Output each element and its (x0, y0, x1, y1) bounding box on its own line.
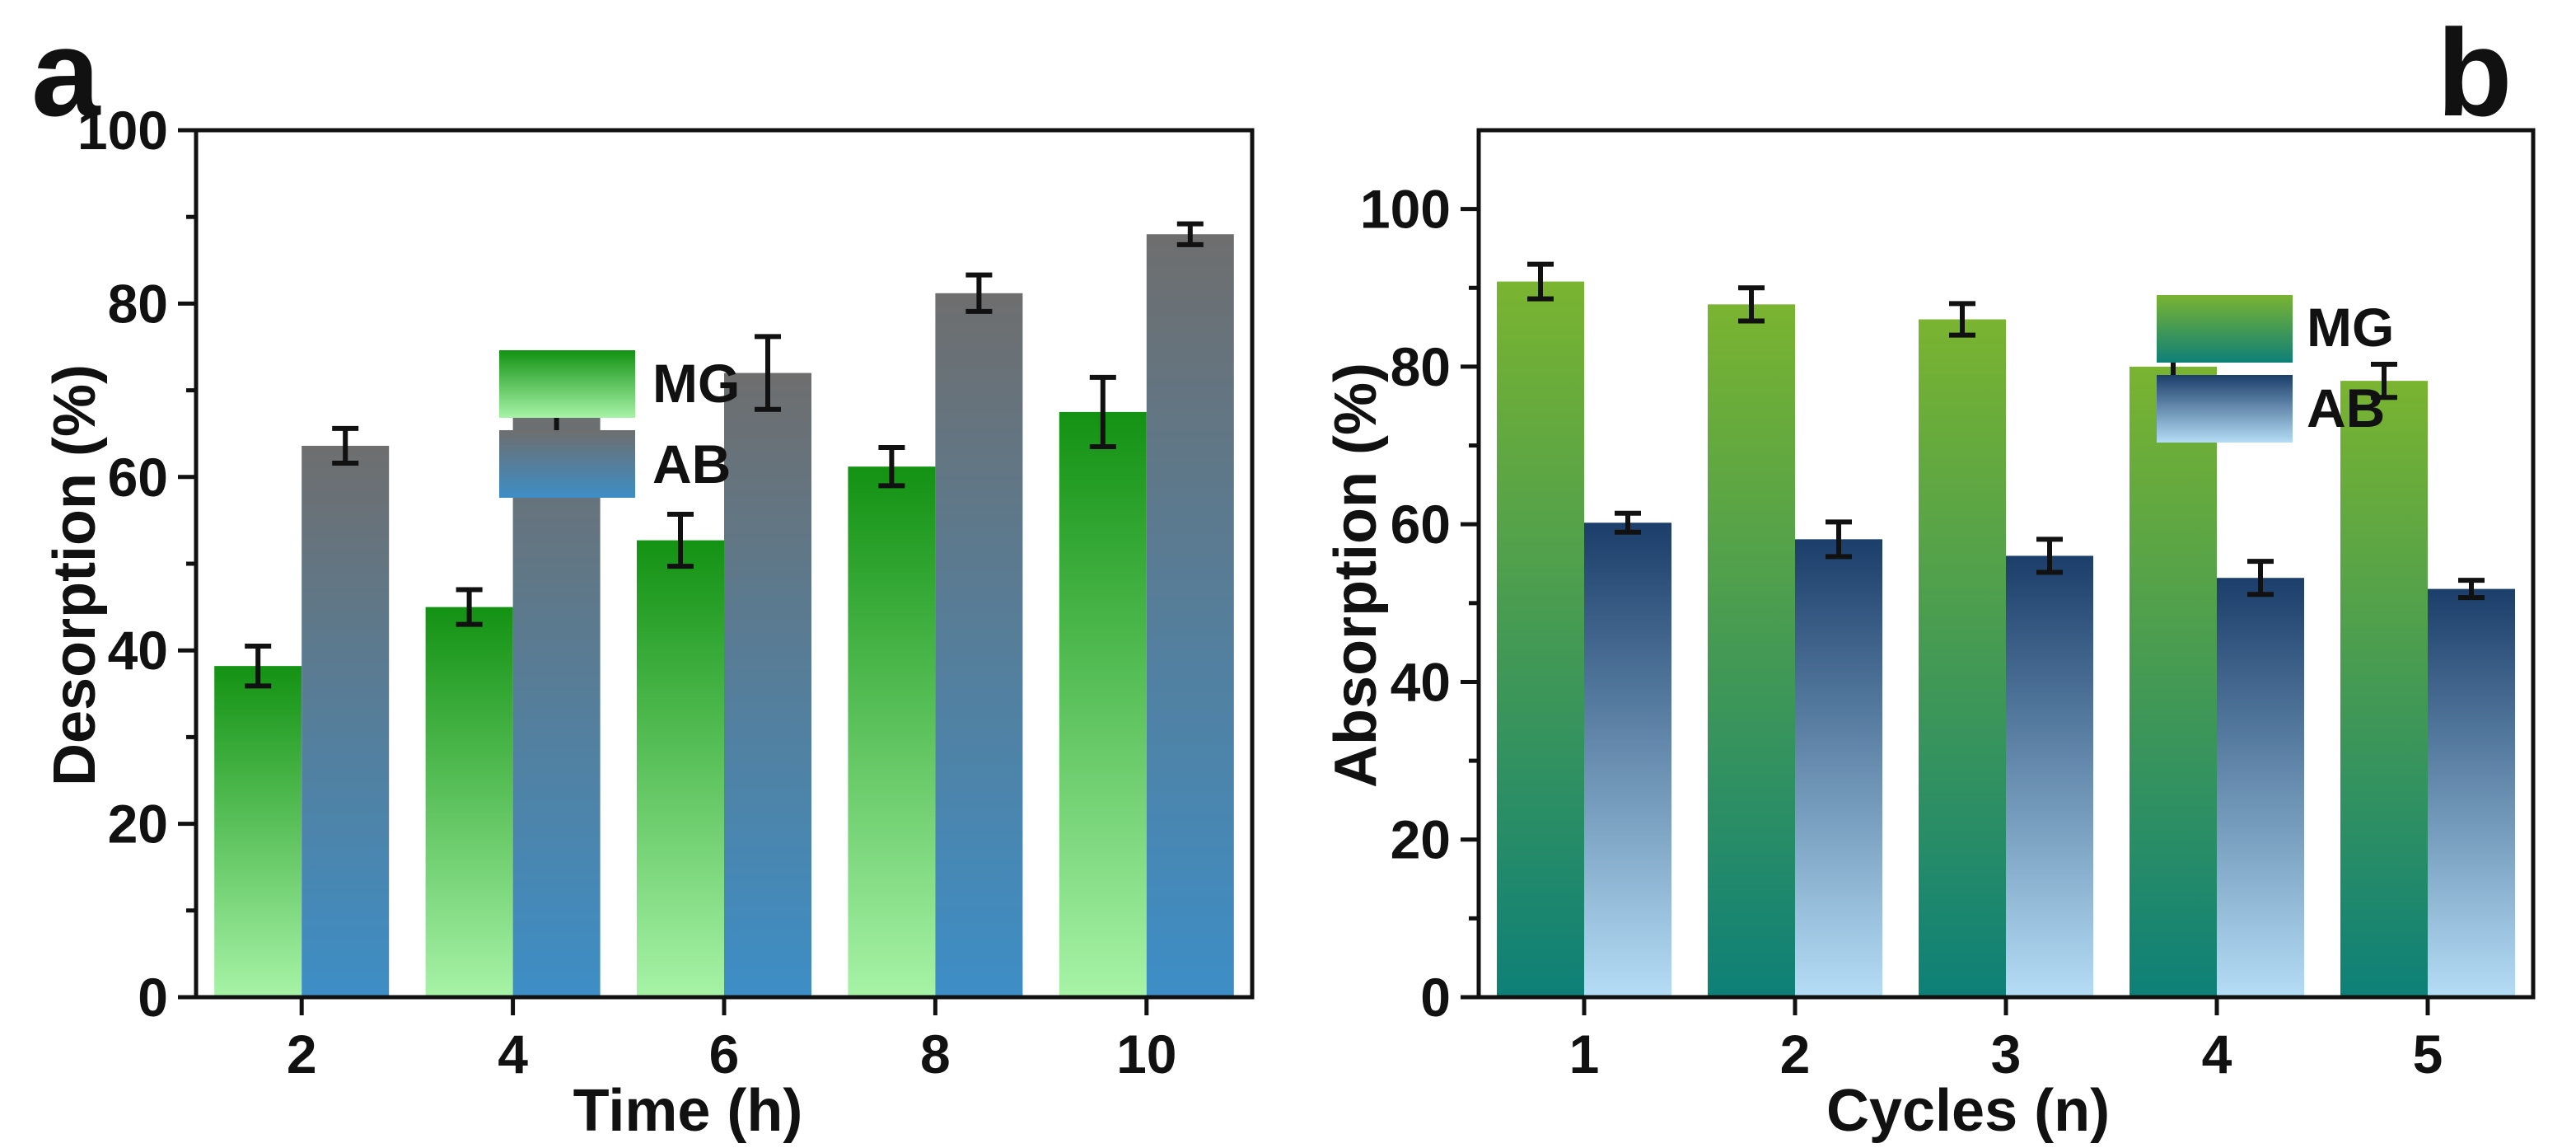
error-bar-ab-5 (2458, 578, 2485, 601)
y-tick-label: 40 (1391, 651, 1451, 712)
y-tick-label: 80 (108, 273, 168, 334)
x-tick-label: 1 (1569, 1024, 1600, 1085)
bar-mg-2 (214, 666, 302, 997)
bar-ab-10 (1146, 234, 1234, 997)
x-tick-label: 4 (2202, 1024, 2232, 1085)
legend-label-mg-b: MG (2307, 297, 2394, 358)
bar-mg-3 (1919, 319, 2006, 997)
panel-a: a 0 20 40 60 80 100 2 4 6 8 10 Time (h) Desorptio… (31, 3, 1255, 1144)
error-bar-mg-8 (878, 445, 905, 489)
x-tick-label: 6 (709, 1024, 740, 1085)
error-bar-ab-8 (965, 272, 993, 314)
bar-ab-2 (302, 445, 390, 997)
x-tick-label: 2 (1780, 1024, 1811, 1085)
legend-swatch-ab-a (499, 430, 635, 498)
bar-mg-1 (1497, 281, 1584, 997)
bar-ab-1 (1584, 522, 1671, 997)
legend-label-mg-a: MG (652, 353, 740, 414)
bar-ab-4 (2217, 578, 2304, 997)
bar-mg-2 (1708, 304, 1795, 998)
bar-mg-6 (637, 540, 724, 997)
panel-b: b 0 20 40 60 80 100 1 2 3 4 5 Cycles (n) Absorpti… (1323, 3, 2536, 1144)
error-bar-mg-2 (1738, 285, 1765, 324)
panel-letter-b: b (2437, 3, 2513, 142)
error-bar-ab-6 (755, 334, 781, 412)
error-bar-ab-2 (332, 425, 359, 466)
y-tick-label: 0 (138, 967, 168, 1028)
y-tick-label: 60 (108, 447, 168, 508)
bar-ab-2 (1795, 539, 1882, 997)
x-tick-label: 3 (1991, 1024, 2022, 1085)
y-tick-label: 20 (1391, 809, 1451, 870)
legend-swatch-ab-b (2157, 375, 2293, 443)
x-tick-label: 8 (920, 1024, 951, 1085)
error-bar-ab-1 (1615, 510, 1641, 535)
bar-ab-8 (935, 293, 1023, 997)
x-ticks-a: 2 4 6 8 10 (287, 997, 1177, 1085)
bar-mg-4 (2130, 366, 2217, 998)
x-tick-label: 4 (498, 1024, 528, 1085)
y-tick-label: 40 (108, 620, 168, 681)
y-tick-label: 100 (77, 100, 168, 161)
bar-mg-5 (2340, 381, 2428, 997)
bar-mg-4 (425, 607, 513, 997)
error-bar-ab-4 (2247, 559, 2274, 597)
legend-swatch-mg-a (499, 350, 635, 418)
error-bar-mg-3 (1949, 301, 1975, 338)
bar-mg-10 (1059, 411, 1147, 997)
error-bar-mg-6 (667, 512, 694, 569)
y-tick-label: 60 (1391, 494, 1451, 555)
y-tick-label: 80 (1391, 336, 1451, 397)
x-axis-title-b: Cycles (n) (1826, 1078, 2110, 1144)
x-ticks-b: 1 2 3 4 5 (1569, 997, 2443, 1085)
error-bar-mg-5 (2371, 362, 2397, 401)
bar-mg-8 (848, 466, 936, 997)
y-tick-label: 0 (1420, 967, 1451, 1028)
y-axis-title-a: Desorption (%) (42, 364, 108, 786)
bar-ab-4 (512, 405, 601, 997)
error-bar-mg-10 (1089, 374, 1116, 449)
legend-a: MG AB (499, 350, 740, 498)
bar-group-a (214, 234, 1234, 997)
y-tick-label: 20 (108, 794, 168, 855)
y-axis-title-b: Absorption (%) (1323, 363, 1389, 788)
legend-b: MG AB (2157, 295, 2394, 443)
error-bar-ab-10 (1176, 221, 1204, 247)
x-axis-title-a: Time (h) (573, 1078, 803, 1144)
legend-swatch-mg-b (2157, 295, 2293, 363)
bar-ab-3 (2006, 555, 2093, 997)
y-ticks-b: 0 20 40 60 80 100 (1360, 179, 1479, 1028)
x-tick-label: 5 (2413, 1024, 2443, 1085)
error-bar-mg-2 (245, 643, 272, 689)
bar-ab-6 (724, 373, 811, 997)
error-bar-ab-2 (1826, 519, 1852, 560)
x-tick-label: 10 (1116, 1024, 1176, 1085)
legend-label-ab-b: AB (2307, 377, 2385, 438)
error-bar-mg-4 (456, 587, 483, 627)
bar-group-b (1497, 281, 2515, 998)
legend-label-ab-a: AB (652, 433, 731, 494)
error-bar-mg-1 (1527, 261, 1554, 302)
panel-letter-a: a (31, 3, 101, 142)
x-tick-label: 2 (287, 1024, 317, 1085)
error-bar-ab-3 (2036, 537, 2063, 575)
bar-ab-5 (2428, 588, 2515, 997)
y-tick-label: 100 (1360, 179, 1451, 240)
y-ticks-a: 0 20 40 60 80 100 (77, 100, 196, 1028)
